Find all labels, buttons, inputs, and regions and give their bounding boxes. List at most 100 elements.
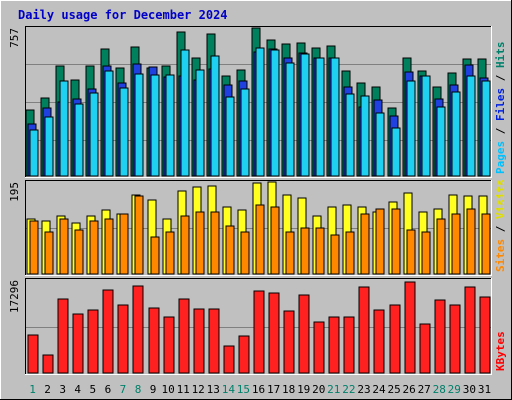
bar-kbytes-day-9 [148, 307, 160, 374]
bar-kbytes-day-31 [479, 296, 491, 374]
day-label: 30 [463, 383, 476, 396]
bar-kbytes-day-27 [419, 323, 431, 374]
day-label: 28 [433, 383, 446, 396]
bar-kbytes-day-7 [117, 304, 129, 374]
day-label: 18 [282, 383, 295, 396]
bar-sites-day-25 [391, 208, 401, 275]
bar-kbytes-day-6 [102, 289, 114, 374]
bar-pages-day-8 [134, 73, 144, 177]
day-label: 10 [161, 383, 174, 396]
bar-pages-day-4 [74, 103, 84, 177]
bar-pages-day-25 [391, 127, 401, 177]
scale-max-label: 757 [8, 28, 21, 48]
day-label: 5 [89, 383, 96, 396]
axis-legend: Pages / Files / Hits [494, 42, 507, 175]
bar-kbytes-day-26 [404, 281, 416, 374]
bar-pages-day-26 [406, 80, 416, 177]
bar-kbytes-day-5 [87, 309, 99, 374]
axis-legend-sites: Sites [494, 239, 507, 272]
bar-sites-day-16 [255, 204, 265, 275]
bar-pages-day-9 [150, 74, 160, 177]
bar-sites-day-13 [210, 211, 220, 275]
panel-bars [27, 281, 491, 374]
axis-legend-separator: / [494, 219, 507, 239]
axis-legend-pages: Pages [494, 141, 507, 174]
bar-pages-day-11 [180, 49, 190, 177]
day-label: 29 [448, 383, 461, 396]
bar-sites-day-2 [44, 231, 54, 275]
day-label: 26 [402, 383, 415, 396]
bar-sites-day-1 [29, 220, 39, 275]
bar-sites-day-24 [375, 208, 385, 275]
bar-pages-day-22 [345, 93, 355, 177]
bar-kbytes-day-14 [223, 345, 235, 374]
day-label: 6 [105, 383, 112, 396]
bar-pages-day-21 [330, 57, 340, 177]
bar-kbytes-day-30 [464, 286, 476, 374]
day-label: 15 [237, 383, 250, 396]
bar-kbytes-day-18 [283, 310, 295, 374]
bar-sites-day-27 [421, 231, 431, 275]
day-label: 19 [297, 383, 310, 396]
bar-kbytes-day-10 [163, 316, 175, 374]
day-label: 22 [342, 383, 355, 396]
bar-pages-day-14 [225, 96, 235, 177]
bar-kbytes-day-28 [434, 299, 446, 374]
day-label: 11 [177, 383, 190, 396]
day-label: 3 [59, 383, 66, 396]
day-labels: 1 2 3 4 5 6 7 8 9 10 11 12 13 14 15 16 17 18 19 20 21 22 23 24 2… [29, 383, 491, 396]
bar-kbytes-day-3 [57, 298, 69, 374]
bar-sites-day-8 [134, 195, 144, 275]
bar-pages-day-16 [255, 47, 265, 177]
bar-kbytes-day-17 [268, 292, 280, 374]
bar-sites-day-3 [59, 218, 69, 275]
bar-pages-day-17 [270, 49, 280, 177]
panel-bars [25, 27, 491, 177]
bar-kbytes-day-25 [389, 304, 401, 374]
bar-kbytes-day-11 [178, 298, 190, 374]
bar-sites-day-21 [330, 234, 340, 275]
bar-sites-day-7 [119, 213, 129, 275]
day-label: 1 [29, 383, 36, 396]
bar-sites-day-23 [360, 213, 370, 275]
axis-legend-separator: / [494, 68, 507, 88]
axis-legend: KBytes [494, 331, 507, 371]
bar-pages-day-13 [210, 55, 220, 177]
panel-kbytes: 17296 KBytes [8, 278, 507, 375]
bar-kbytes-day-24 [373, 309, 385, 374]
bar-pages-day-3 [59, 80, 69, 177]
bar-sites-day-17 [270, 206, 280, 275]
bar-kbytes-day-8 [132, 285, 144, 374]
bar-sites-day-29 [451, 213, 461, 275]
bar-pages-day-18 [285, 62, 295, 177]
chart-panels: 757 Pages / Files / Hits 195 Sites / Visits… [8, 26, 507, 375]
scale-max-label: 195 [8, 182, 21, 202]
bar-sites-day-28 [436, 218, 446, 275]
bar-sites-day-9 [150, 236, 160, 275]
bar-pages-day-28 [436, 106, 446, 177]
day-label: 7 [120, 383, 127, 396]
bar-sites-day-10 [165, 231, 175, 275]
day-label: 14 [222, 383, 236, 396]
bar-kbytes-day-29 [449, 304, 461, 374]
bar-kbytes-day-21 [328, 316, 340, 374]
axis-legend-separator: / [494, 121, 507, 141]
day-label: 27 [418, 383, 431, 396]
bar-sites-day-19 [300, 227, 310, 275]
bar-pages-day-23 [360, 95, 370, 177]
axis-legend-hits: Hits [494, 42, 507, 69]
bar-sites-day-26 [406, 229, 416, 275]
day-label: 16 [252, 383, 265, 396]
chart-title: Daily usage for December 2024 [18, 8, 228, 22]
day-label: 2 [44, 383, 51, 396]
bar-pages-day-2 [44, 116, 54, 177]
bar-sites-day-18 [285, 231, 295, 275]
bar-kbytes-day-12 [193, 308, 205, 374]
bar-kbytes-day-15 [238, 335, 250, 374]
bar-pages-day-6 [104, 70, 114, 177]
day-label: 20 [312, 383, 325, 396]
bar-kbytes-day-23 [358, 286, 370, 374]
bar-pages-day-1 [29, 129, 39, 177]
bar-pages-day-30 [466, 75, 476, 177]
